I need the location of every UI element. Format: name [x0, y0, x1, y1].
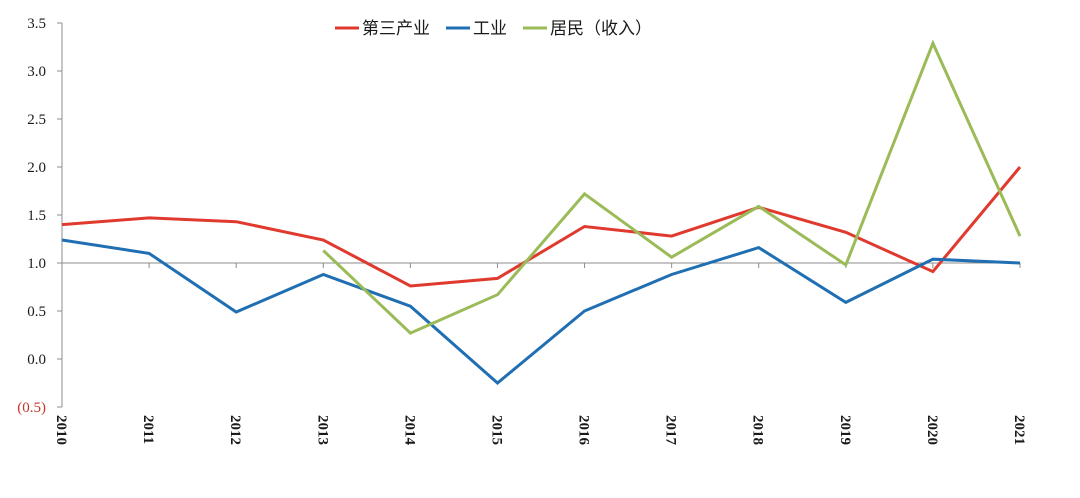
x-tick-label: 2017 — [663, 415, 679, 446]
legend-entry-1: 第三产业 — [335, 19, 430, 39]
series-path — [322, 39, 1022, 335]
y-tick-label: 3.5 — [27, 16, 46, 32]
series-line-3 — [322, 39, 1022, 335]
x-tick-label: 2015 — [488, 415, 504, 445]
legend: 第三产业 工业 居民（收入） — [335, 19, 652, 39]
y-tick-label: (0.5) — [17, 400, 46, 416]
legend-entry-2: 工业 — [446, 19, 507, 39]
legend-label: 工业 — [473, 19, 507, 39]
y-tick-label: 1.0 — [27, 256, 46, 272]
y-tick-label: 0.0 — [27, 352, 46, 368]
x-tick-label: 2021 — [1011, 415, 1027, 445]
x-tick-label: 2020 — [924, 415, 940, 445]
series-line-2 — [61, 238, 1021, 385]
y-tick-label: 0.5 — [27, 304, 46, 320]
x-tick-label: 2013 — [314, 415, 330, 445]
y-tick-label: 2.5 — [27, 112, 46, 128]
series-line-1 — [61, 166, 1022, 288]
x-tick-label: 2010 — [53, 415, 69, 445]
y-tick-label: 1.5 — [27, 208, 46, 224]
x-tick-label: 2018 — [750, 415, 766, 445]
x-tick-label: 2019 — [837, 415, 853, 445]
y-tick-label: 2.0 — [27, 160, 46, 176]
x-tick-label: 2014 — [401, 415, 417, 446]
x-tick-label: 2011 — [140, 415, 156, 444]
series-path — [61, 166, 1022, 288]
axes: (0.5) 0.0 0.5 1.0 1.5 2.0 2.5 3.0 3.5 2010 2011 201… — [17, 16, 1027, 446]
series-lines — [61, 39, 1022, 385]
legend-label: 居民（收入） — [550, 19, 652, 39]
x-tick-label: 2016 — [576, 415, 592, 446]
series-path — [61, 238, 1021, 385]
x-tick-label: 2012 — [227, 415, 243, 445]
y-tick-label: 3.0 — [27, 64, 46, 80]
legend-label: 第三产业 — [362, 19, 430, 39]
legend-entry-3: 居民（收入） — [523, 19, 652, 39]
